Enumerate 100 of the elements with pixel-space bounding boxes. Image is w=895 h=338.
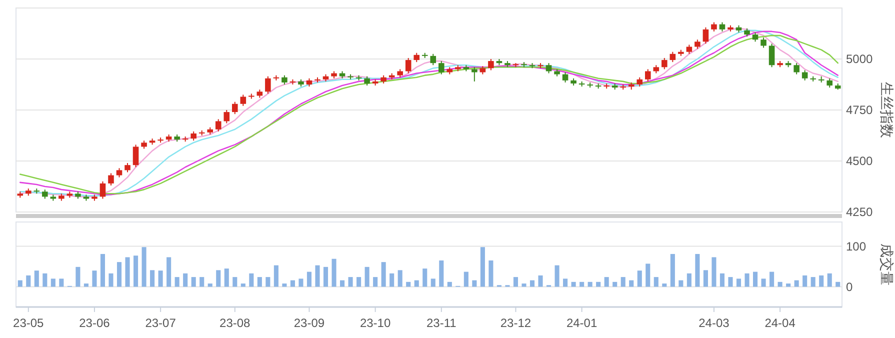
bar (810, 277, 816, 287)
bar (827, 273, 832, 287)
x-tick-label: 23-09 (294, 316, 325, 330)
bar (728, 277, 733, 287)
candlestick (802, 70, 808, 81)
candlestick (414, 52, 420, 63)
bar (819, 275, 824, 287)
candlestick (124, 162, 130, 173)
bar (315, 265, 320, 287)
bar (306, 272, 312, 287)
bar (472, 280, 477, 287)
candlestick (711, 22, 717, 32)
bar (670, 254, 675, 287)
bar (134, 256, 138, 287)
y-tick-label: 4500 (846, 154, 874, 168)
bar (580, 282, 584, 287)
bar (686, 273, 692, 287)
x-tick-label: 23-12 (500, 316, 532, 330)
candlestick (100, 180, 106, 200)
bar (406, 282, 411, 287)
bar (125, 257, 130, 287)
bar (596, 282, 601, 287)
bar (530, 280, 535, 287)
bar (191, 277, 196, 287)
bar (59, 278, 64, 287)
bar (356, 277, 362, 287)
bar (373, 277, 378, 287)
bar (794, 280, 799, 287)
candlestick (215, 118, 222, 132)
bar (200, 277, 204, 287)
x-tick-label: 24-03 (698, 316, 730, 330)
x-tick-label: 23-08 (220, 316, 251, 330)
bar (522, 284, 526, 287)
candlestick (768, 43, 775, 68)
bar (50, 278, 56, 287)
candlestick (636, 76, 643, 88)
bar (802, 275, 808, 287)
candlestick (240, 94, 246, 106)
bar (390, 273, 394, 287)
candlestick (686, 44, 692, 54)
bar (720, 273, 724, 287)
bar (208, 284, 212, 287)
candlestick (702, 26, 709, 44)
bar (712, 257, 716, 287)
candlestick (265, 76, 271, 94)
candlestick (438, 60, 444, 75)
bar (18, 280, 22, 287)
candlestick (116, 168, 122, 178)
y-tick-label: 4750 (846, 103, 874, 117)
y-tick-label: 4250 (846, 205, 874, 219)
bar (174, 277, 180, 287)
bar (116, 262, 122, 287)
bar (348, 277, 353, 287)
bar (571, 282, 576, 287)
bar (76, 266, 80, 287)
bar (538, 275, 543, 287)
bar (646, 264, 650, 287)
candlestick (108, 172, 114, 186)
candlestick (282, 74, 288, 85)
bar (92, 270, 97, 287)
candlestick (405, 57, 412, 74)
bar (654, 277, 658, 287)
candlestick (224, 110, 230, 124)
candlestick (562, 72, 568, 83)
bar (786, 284, 791, 287)
bar (637, 270, 642, 287)
bar (364, 266, 370, 287)
bar (744, 273, 750, 287)
bar (736, 278, 742, 287)
bar (323, 266, 328, 287)
bar (340, 280, 345, 287)
bar (150, 270, 155, 287)
bar (604, 277, 609, 287)
bar (629, 280, 634, 287)
bar (430, 278, 436, 287)
bar (612, 282, 618, 287)
candlestick (694, 39, 700, 50)
x-tick-label: 24-01 (566, 316, 598, 330)
bar (42, 273, 48, 287)
bar (34, 270, 39, 287)
bar (703, 270, 708, 287)
bar (298, 278, 304, 287)
candlestick (826, 78, 832, 88)
candlestick (248, 93, 254, 100)
bar (108, 273, 114, 287)
bar (678, 280, 684, 287)
bar (249, 273, 254, 287)
candlestick (472, 66, 478, 82)
y-axis-title: 成交量 (879, 244, 895, 286)
bar (563, 278, 568, 287)
bar (158, 270, 163, 287)
bar (778, 282, 782, 287)
bar (620, 277, 626, 287)
bar (142, 247, 146, 287)
x-tick-label: 24-04 (764, 316, 796, 330)
bar (554, 265, 560, 287)
bar (84, 284, 88, 287)
bar (240, 284, 246, 287)
bar (761, 278, 766, 287)
bar (224, 268, 229, 287)
